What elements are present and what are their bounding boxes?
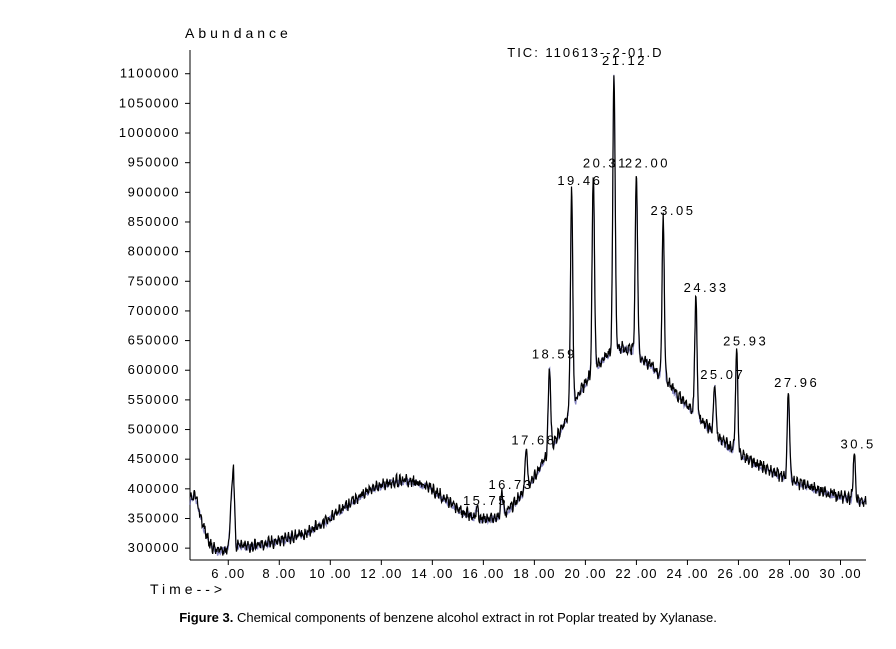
svg-text:800000: 800000 [128,244,180,259]
svg-text:12 .00: 12 .00 [360,566,402,581]
svg-text:24 .00: 24 .00 [666,566,708,581]
caption-prefix: Figure 3. [179,610,233,625]
svg-text:18.59: 18.59 [532,346,577,361]
svg-text:350000: 350000 [128,510,180,525]
svg-text:300000: 300000 [128,540,180,555]
svg-text:1050000: 1050000 [119,95,180,110]
svg-text:24.33: 24.33 [684,280,729,295]
svg-text:21.12: 21.12 [602,53,647,68]
chromatogram-chart: 300000 350000 400000 450000 500000 550000 6000… [20,20,876,600]
svg-text:28 .00: 28 .00 [768,566,810,581]
svg-text:600000: 600000 [128,362,180,377]
svg-text:550000: 550000 [128,392,180,407]
svg-text:6 .00: 6 .00 [211,566,245,581]
svg-text:10 .00: 10 .00 [309,566,351,581]
svg-text:16 .00: 16 .00 [462,566,504,581]
svg-text:1000000: 1000000 [119,125,180,140]
svg-text:26 .00: 26 .00 [717,566,759,581]
svg-text:450000: 450000 [128,451,180,466]
svg-text:8 .00: 8 .00 [262,566,296,581]
svg-text:1100000: 1100000 [120,66,180,81]
svg-text:30 .00: 30 .00 [819,566,861,581]
figure-caption: Figure 3. Chemical components of benzene… [20,610,876,625]
svg-text:750000: 750000 [128,273,180,288]
svg-text:23.05: 23.05 [650,203,695,218]
svg-text:20.31: 20.31 [583,155,628,170]
svg-text:14 .00: 14 .00 [411,566,453,581]
svg-text:27.96: 27.96 [774,375,819,390]
svg-text:500000: 500000 [128,422,180,437]
svg-text:17.68: 17.68 [511,432,556,447]
svg-text:Time-->: Time--> [150,581,226,597]
svg-text:950000: 950000 [128,155,180,170]
svg-text:Abundance: Abundance [185,25,292,41]
svg-text:400000: 400000 [128,481,180,496]
svg-text:25.07: 25.07 [700,367,745,382]
svg-text:18 .00: 18 .00 [513,566,555,581]
chart-svg: 300000 350000 400000 450000 500000 550000 6000… [20,20,876,600]
svg-text:900000: 900000 [128,184,180,199]
svg-text:850000: 850000 [128,214,180,229]
caption-text: Chemical components of benzene alcohol e… [233,610,716,625]
svg-text:22 .00: 22 .00 [615,566,657,581]
svg-text:19.46: 19.46 [557,173,602,188]
svg-text:700000: 700000 [128,303,180,318]
svg-text:25.93: 25.93 [723,333,768,348]
svg-text:650000: 650000 [128,333,180,348]
svg-text:30.54: 30.54 [840,437,876,452]
svg-text:20 .00: 20 .00 [564,566,606,581]
svg-text:22.00: 22.00 [625,155,670,170]
svg-text:16.73: 16.73 [488,477,533,492]
svg-text:15.75: 15.75 [463,493,508,508]
